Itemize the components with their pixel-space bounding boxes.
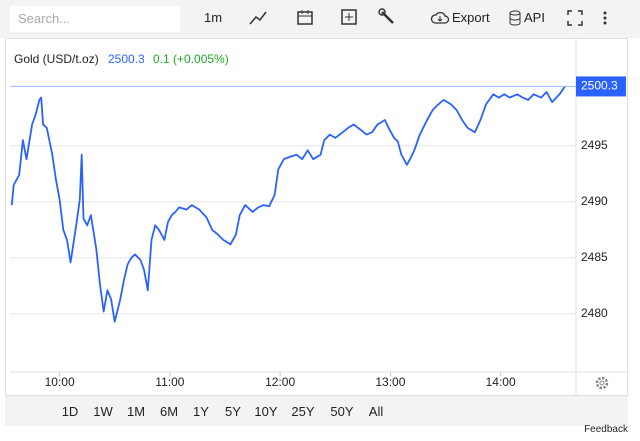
last-price-label: 2500.3 [581, 79, 618, 93]
y-tick-label: 2495 [581, 138, 608, 152]
interval-button[interactable]: 1m [204, 10, 223, 25]
api-icon[interactable] [508, 9, 522, 27]
range-button[interactable]: 25Y [291, 404, 315, 419]
settings-icon[interactable] [595, 376, 609, 390]
range-button[interactable]: All [368, 404, 384, 419]
price-line [10, 85, 566, 323]
range-button[interactable]: 10Y [254, 404, 278, 419]
range-button[interactable]: 5Y [225, 404, 241, 419]
calendar-icon[interactable] [296, 8, 314, 26]
chart-type-icon[interactable] [248, 9, 268, 27]
y-tick-label: 2490 [581, 194, 608, 208]
y-tick-label: 2480 [581, 306, 608, 320]
export-button[interactable]: Export [452, 10, 490, 25]
api-button[interactable]: API [524, 10, 545, 25]
x-tick-label: 12:00 [265, 375, 295, 389]
chart-frame [5, 38, 628, 396]
range-bar: 1D 1W 1M 6M 1Y 5Y 10Y 25Y 50Y All [5, 396, 628, 426]
x-tick-label: 14:00 [486, 375, 516, 389]
x-tick-label: 10:00 [45, 375, 75, 389]
add-icon[interactable] [340, 8, 358, 26]
toolbar: Search... 1m Export API [0, 0, 640, 38]
fullscreen-icon[interactable] [566, 9, 584, 27]
range-button[interactable]: 1Y [193, 404, 209, 419]
range-button[interactable]: 1W [93, 404, 113, 419]
feedback-link[interactable]: Feedback [584, 424, 628, 435]
range-button[interactable]: 1D [61, 404, 79, 419]
last-price-box [576, 76, 626, 97]
price-change: 0.1 (+0.005%) [153, 52, 229, 66]
range-button[interactable]: 50Y [330, 404, 354, 419]
tools-icon[interactable] [378, 8, 396, 26]
search-box[interactable]: Search... [10, 6, 180, 32]
y-tick-label: 2485 [581, 250, 608, 264]
chart-title: Gold (USD/t.oz) [14, 52, 99, 66]
export-icon[interactable] [430, 9, 450, 27]
menu-icon[interactable] [600, 9, 610, 27]
range-button[interactable]: 1M [126, 404, 146, 419]
last-price: 2500.3 [108, 52, 145, 66]
chart: Gold (USD/t.oz) 2500.3 0.1 (+0.005%) 248… [5, 38, 628, 396]
x-tick-label: 13:00 [375, 375, 405, 389]
range-button[interactable]: 6M [159, 404, 179, 419]
x-tick-label: 11:00 [155, 375, 184, 389]
